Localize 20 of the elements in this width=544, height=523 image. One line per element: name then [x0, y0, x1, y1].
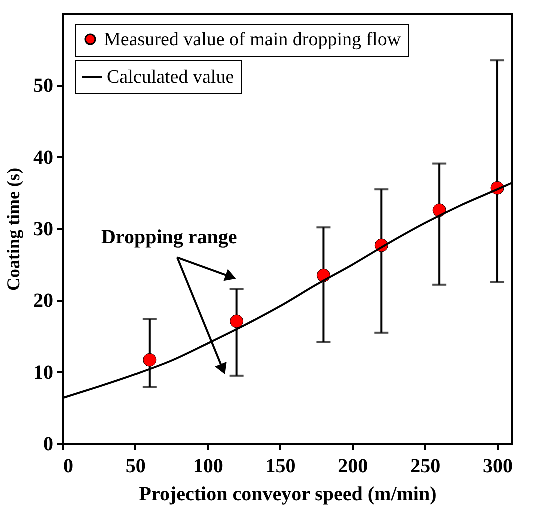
- x-tick-label: 250: [410, 456, 441, 478]
- y-tick-label: 0: [44, 434, 54, 456]
- x-tick-label: 150: [266, 456, 296, 478]
- annotation: Dropping range: [102, 226, 238, 249]
- x-tick-label: 200: [338, 456, 368, 478]
- x-tick-label: 0: [64, 456, 74, 478]
- x-tick-label: 50: [126, 456, 146, 478]
- legend-label: Calculated value: [107, 67, 234, 88]
- x-tick-label: 300: [483, 456, 514, 478]
- y-axis-title: Coating time (s): [4, 168, 24, 291]
- y-tick-label: 40: [34, 146, 54, 169]
- x-tick-label: 100: [193, 456, 224, 478]
- point: [143, 353, 157, 367]
- y-tick-label: 30: [34, 218, 54, 240]
- x-axis-title: Projection conveyor speed (m/min): [139, 484, 437, 506]
- y-tick-label: 10: [34, 362, 54, 384]
- legend-label: Measured value of main dropping flow: [104, 30, 402, 50]
- y-tick-label: 50: [34, 75, 54, 98]
- y-tick-label: 20: [34, 290, 54, 312]
- point: [230, 314, 244, 328]
